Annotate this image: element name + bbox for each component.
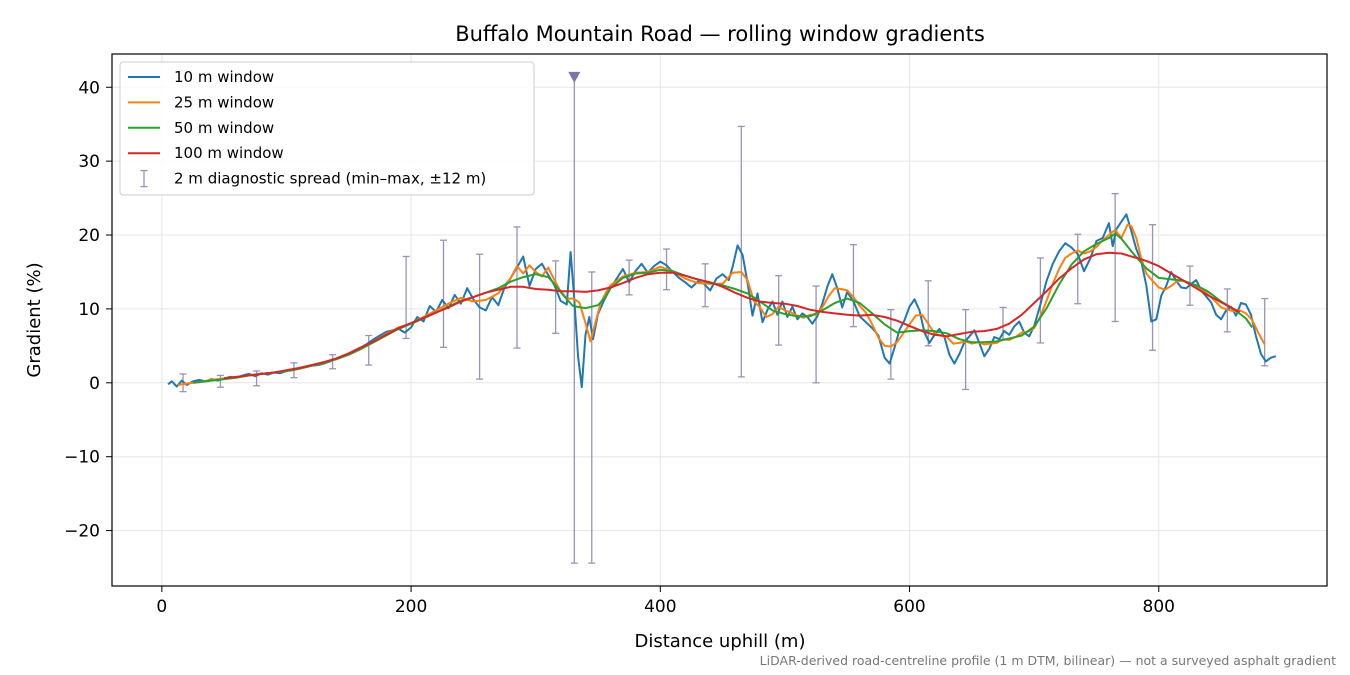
series-line-4 (224, 251, 1241, 380)
x-tick-label: 600 (893, 597, 925, 617)
y-tick-label: −20 (64, 522, 100, 542)
errorbar (329, 354, 337, 370)
errorbar (476, 253, 484, 380)
errorbar (887, 309, 895, 380)
legend-label: 25 m window (174, 93, 274, 111)
y-tick-label: 40 (78, 78, 100, 98)
errorbar (1074, 233, 1082, 305)
footnote: LiDAR-derived road-centreline profile (1… (760, 653, 1336, 668)
chart-title: Buffalo Mountain Road — rolling window g… (455, 22, 985, 46)
y-tick-label: 10 (78, 300, 100, 320)
legend: 10 m window 25 m window 50 m window 100 m w… (119, 61, 535, 196)
y-axis-ticks: −20 −10 0 10 20 30 40 (64, 78, 112, 542)
errorbar (216, 374, 224, 388)
errorbar (625, 259, 633, 296)
errorbar (1149, 224, 1157, 351)
legend-item: 2 m diagnostic spread (min–max, ±12 m) (140, 170, 486, 188)
series-line-2 (177, 223, 1266, 386)
errorbar (999, 306, 1007, 341)
errorbar (552, 260, 560, 334)
errorbar (962, 309, 970, 391)
legend-box (119, 61, 535, 196)
y-tick-label: 0 (89, 374, 100, 394)
legend-item: 50 m window (128, 119, 274, 137)
y-tick-label: 30 (78, 152, 100, 172)
clipped-outlier-marker (568, 71, 581, 83)
plot-frame (111, 53, 1328, 587)
errorbar (849, 243, 857, 328)
x-tick-label: 800 (1143, 597, 1175, 617)
errorbar (924, 280, 932, 347)
series-line-1 (167, 213, 1277, 389)
clipped-marker-layer (568, 71, 581, 83)
legend-item: 25 m window (128, 93, 274, 111)
legend-item: 10 m window (128, 68, 274, 86)
errorbar (365, 334, 373, 366)
legend-label: 50 m window (174, 119, 274, 137)
legend-label: 2 m diagnostic spread (min–max, ±12 m) (174, 170, 486, 188)
series-layer (167, 213, 1277, 389)
errorbar (439, 239, 447, 348)
errorbar (1036, 257, 1044, 344)
y-axis-label: Gradient (%) (24, 262, 45, 377)
y-tick-label: 20 (78, 226, 100, 246)
errorbar (253, 370, 261, 387)
errorbar (812, 285, 820, 384)
legend-label: 10 m window (174, 68, 274, 86)
x-axis-ticks: 0 200 400 600 800 (156, 586, 1175, 617)
errorbar (1111, 192, 1119, 323)
x-tick-label: 0 (156, 597, 167, 617)
x-axis-label: Distance uphill (m) (635, 631, 806, 652)
legend-label: 100 m window (174, 144, 284, 162)
y-tick-label: −10 (64, 448, 100, 468)
errorbar (1261, 297, 1269, 367)
errorbar (570, 76, 578, 564)
x-tick-label: 400 (644, 597, 676, 617)
legend-item: 100 m window (128, 144, 284, 162)
x-tick-label: 200 (395, 597, 427, 617)
errorbar (588, 271, 596, 564)
